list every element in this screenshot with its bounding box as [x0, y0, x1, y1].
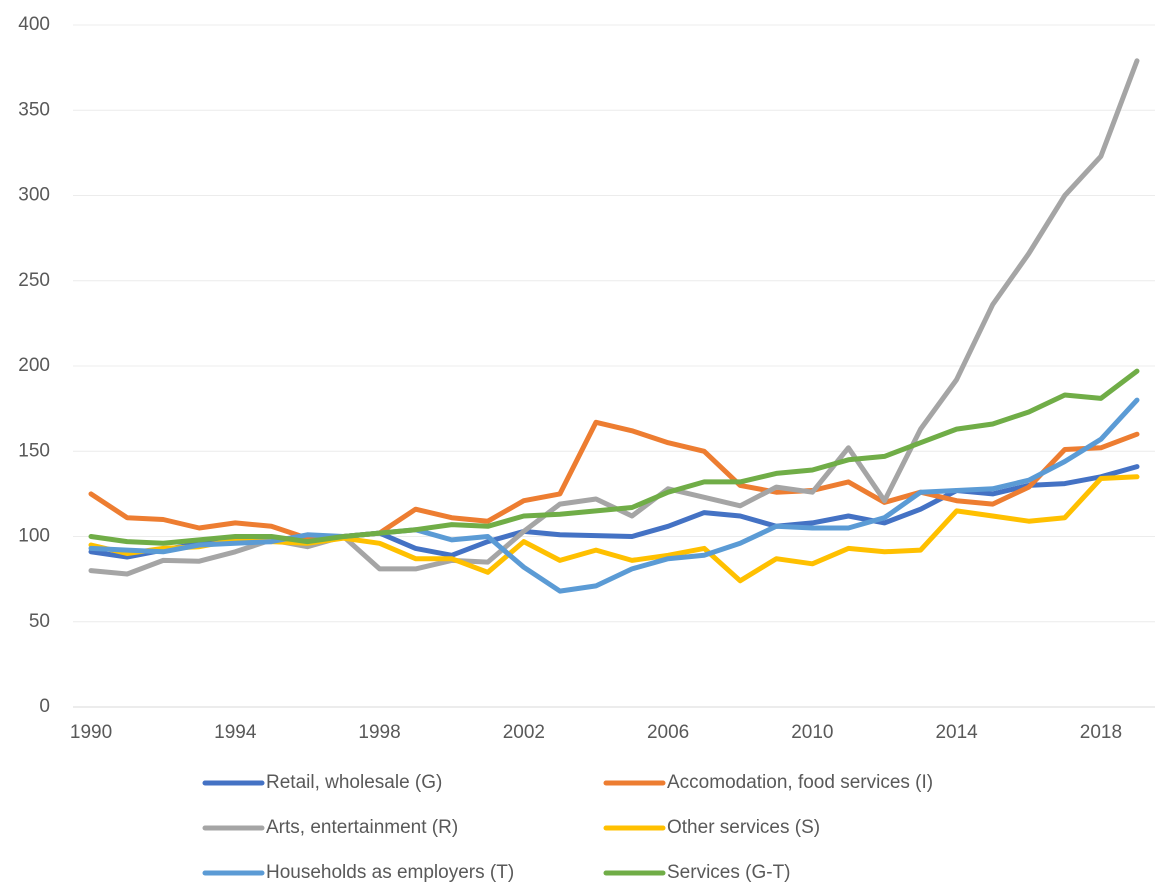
y-tick-label: 250 — [18, 270, 50, 291]
x-tick-label: 2010 — [791, 722, 833, 743]
y-tick-label: 0 — [39, 696, 50, 717]
x-tick-label: 2014 — [935, 722, 978, 743]
y-tick-label: 300 — [18, 185, 50, 206]
series-line — [88, 419, 1140, 541]
y-tick-label: 400 — [18, 14, 50, 35]
y-tick-label: 350 — [18, 99, 50, 120]
series-line — [88, 397, 1140, 594]
legend-label: Arts, entertainment (R) — [266, 817, 458, 838]
y-tick-label: 50 — [29, 611, 50, 632]
legend-label: Services (G-T) — [667, 862, 791, 883]
y-tick-label: 100 — [18, 526, 50, 547]
y-tick-label: 150 — [18, 440, 50, 461]
legend-label: Households as employers (T) — [266, 862, 514, 883]
y-tick-label: 200 — [18, 355, 50, 376]
legend-label: Retail, wholesale (G) — [266, 772, 442, 793]
x-tick-label: 1998 — [358, 722, 400, 743]
x-tick-label: 1990 — [70, 722, 112, 743]
x-tick-label: 2002 — [503, 722, 545, 743]
x-tick-label: 2018 — [1080, 722, 1122, 743]
x-tick-label: 1994 — [214, 722, 257, 743]
series-line — [88, 58, 1140, 577]
legend-label: Accomodation, food services (I) — [667, 772, 933, 793]
series-line — [88, 368, 1140, 546]
legend-label: Other services (S) — [667, 817, 820, 838]
x-tick-label: 2006 — [647, 722, 689, 743]
